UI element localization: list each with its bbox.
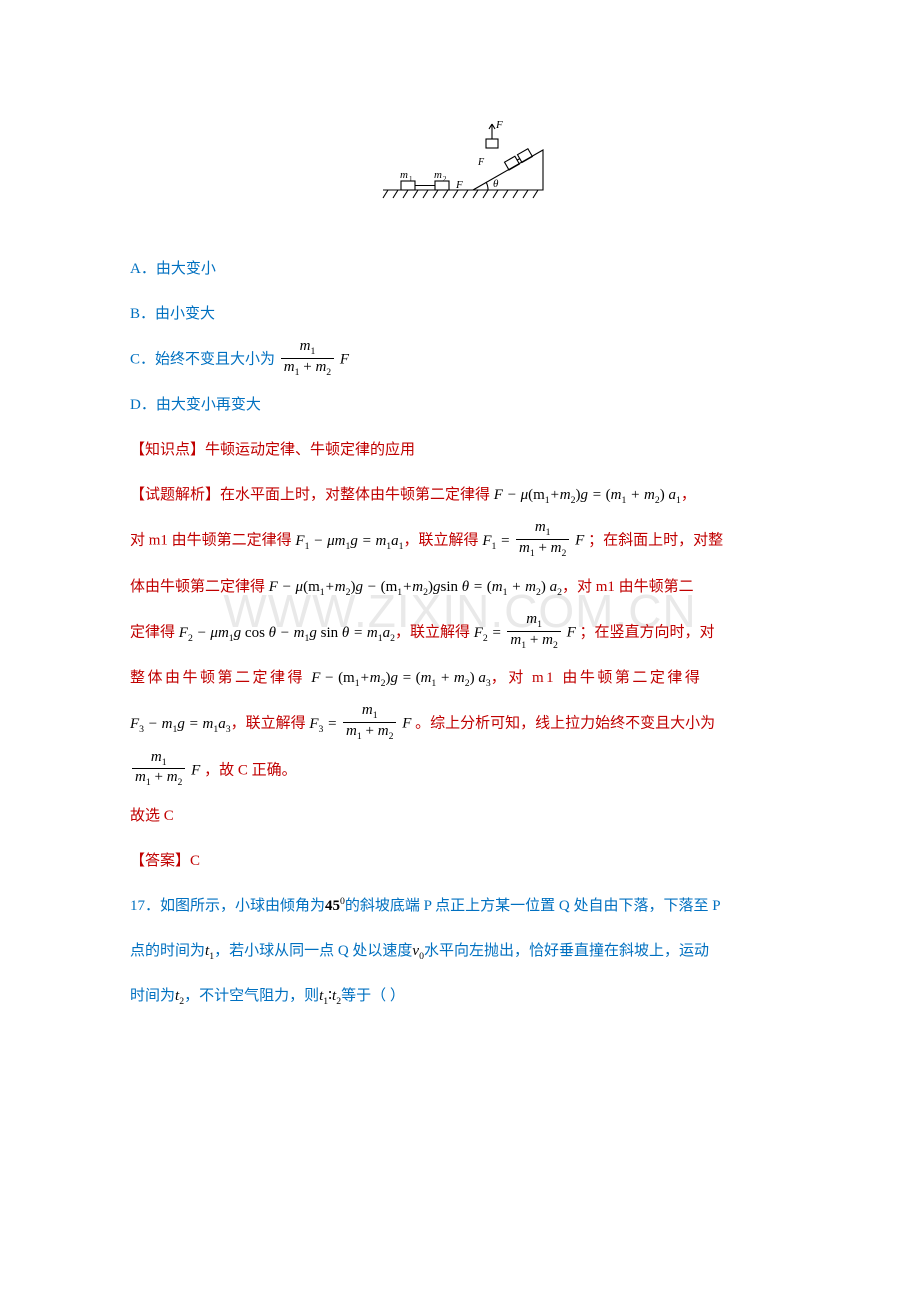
- analysis-p4-pre: 定律得: [130, 625, 175, 641]
- analysis-p4-post: ；在竖直方向时，对: [579, 625, 714, 641]
- frac-f2: m1m1 + m2: [507, 611, 560, 651]
- q17-line-2: 点的时间为t1，若小球从同一点 Q 处以速度v0水平向左抛出，恰好垂直撞在斜坡上…: [130, 932, 795, 971]
- diagram-svg: θ m 1 m 2 F: [373, 110, 553, 210]
- knowledge-point: 【知识点】牛顿运动定律、牛顿定律的应用: [130, 431, 795, 470]
- eq-f3-result: F3 =: [309, 716, 341, 732]
- analysis-p4-mid: ，联立解得: [395, 625, 470, 641]
- q17-l2-post: 水平向左抛出，恰好垂直撞在斜坡上，运动: [424, 943, 709, 959]
- analysis-p6-mid: ，联立解得: [231, 716, 306, 732]
- analysis-p3-pre: 体由牛顿第二定律得: [130, 579, 265, 595]
- analysis-p2-post: ；在斜面上时，对整: [588, 533, 723, 549]
- q17-angle: 45: [325, 898, 340, 914]
- analysis-p1-pre: 在水平面上时，对整体由牛顿第二定律得: [220, 487, 490, 503]
- svg-text:θ: θ: [493, 178, 499, 190]
- analysis-p6-post: 。综上分析可知，线上拉力始终不变且大小为: [415, 716, 715, 732]
- knowledge-text: 牛顿运动定律、牛顿定律的应用: [205, 442, 415, 458]
- q17-mid1: 的斜坡底端 P 点正上方某一位置 Q 处自由下落，下落至 P: [345, 898, 721, 914]
- analysis-line-3: 体由牛顿第二定律得 F − μ(m1+m2)g − (m1+m2)gsin θ …: [130, 568, 795, 607]
- eq-f2-result: F2 =: [474, 625, 506, 641]
- svg-text:F: F: [477, 157, 485, 168]
- problem-figure: θ m 1 m 2 F: [130, 110, 795, 226]
- analysis-p3-post: ，对 m1 由牛顿第二: [562, 579, 694, 595]
- eq-m1-incline: F2 − μm1g cos θ − m1g sin θ = m1a2: [179, 625, 395, 641]
- option-b: B．由小变大: [130, 295, 795, 334]
- analysis-line-4: 定律得 F2 − μm1g cos θ − m1g sin θ = m1a2，联…: [130, 613, 795, 653]
- option-c: C．始终不变且大小为 m1 m1 + m2 F: [130, 340, 795, 380]
- analysis-p5-post: ，对 m1 由牛顿第二定律得: [491, 670, 703, 686]
- option-c-fraction: m1 m1 + m2: [281, 338, 334, 378]
- q17-prefix: 17．如图所示，小球由倾角为: [130, 898, 325, 914]
- eq-horizontal-whole: F − μ(m1+m2)g = (m1 + m2) a1: [494, 487, 681, 503]
- option-d: D．由大变小再变大: [130, 386, 795, 425]
- analysis-p2-pre: 对 m1 由牛顿第二定律得: [130, 533, 292, 549]
- analysis-label: 【试题解析】: [130, 487, 220, 503]
- svg-text:2: 2: [443, 175, 447, 183]
- option-c-prefix: C．始终不变且大小为: [130, 352, 275, 368]
- option-a: A．由大变小: [130, 250, 795, 289]
- content-wrapper: θ m 1 m 2 F: [130, 110, 795, 1016]
- q17-l2-mid: ，若小球从同一点 Q 处以速度: [214, 943, 412, 959]
- eq-vertical-whole: F − (m1+m2)g = (m1 + m2) a3: [311, 670, 491, 686]
- q17-l3-mid: ，不计空气阻力，则: [184, 988, 319, 1004]
- q17-l2-pre: 点的时间为: [130, 943, 205, 959]
- eq-incline-whole: F − μ(m1+m2)g − (m1+m2)gsin θ = (m1 + m2…: [269, 579, 562, 595]
- svg-text:m: m: [400, 169, 408, 181]
- analysis-line-7: m1m1 + m2 F ，故 C 正确。: [130, 751, 795, 791]
- analysis-line-5: 整体由牛顿第二定律得 F − (m1+m2)g = (m1 + m2) a3，对…: [130, 659, 795, 698]
- answer-line: 【答案】C: [130, 842, 795, 881]
- analysis-p7-post: ，故 C 正确。: [204, 762, 297, 778]
- svg-text:F: F: [495, 119, 503, 131]
- q17-line-3: 时间为t2，不计空气阻力，则t1∶t2等于（ ）: [130, 977, 795, 1016]
- eq-m1-horizontal: F1 − μm1g = m1a1: [295, 533, 403, 549]
- answer-label: 【答案】: [130, 853, 190, 869]
- eq-f1-result: F1 =: [482, 533, 514, 549]
- analysis-p1-post: ，: [681, 487, 696, 503]
- knowledge-label: 【知识点】: [130, 442, 205, 458]
- q17-l3-post: 等于（ ）: [341, 988, 405, 1004]
- analysis-line-8: 故选 C: [130, 797, 795, 836]
- frac-f1: m1m1 + m2: [516, 519, 569, 559]
- analysis-p5-pre: 整体由牛顿第二定律得: [130, 670, 305, 686]
- analysis-line-1: 【试题解析】在水平面上时，对整体由牛顿第二定律得 F − μ(m1+m2)g =…: [130, 476, 795, 515]
- svg-text:1: 1: [409, 175, 413, 183]
- analysis-p2-mid: ，联立解得: [404, 533, 479, 549]
- svg-text:m: m: [434, 169, 442, 181]
- frac-f3: m1m1 + m2: [343, 702, 396, 742]
- eq-m1-vertical: F3 − m1g = m1a3: [130, 716, 231, 732]
- q17-line-1: 17．如图所示，小球由倾角为450的斜坡底端 P 点正上方某一位置 Q 处自由下…: [130, 887, 795, 926]
- analysis-line-2: 对 m1 由牛顿第二定律得 F1 − μm1g = m1a1，联立解得 F1 =…: [130, 521, 795, 561]
- analysis-line-6: F3 − m1g = m1a3，联立解得 F3 = m1m1 + m2 F 。综…: [130, 704, 795, 744]
- q17-l3-pre: 时间为: [130, 988, 175, 1004]
- svg-text:F: F: [455, 179, 463, 191]
- answer-text: C: [190, 853, 200, 869]
- frac-final: m1m1 + m2: [132, 749, 185, 789]
